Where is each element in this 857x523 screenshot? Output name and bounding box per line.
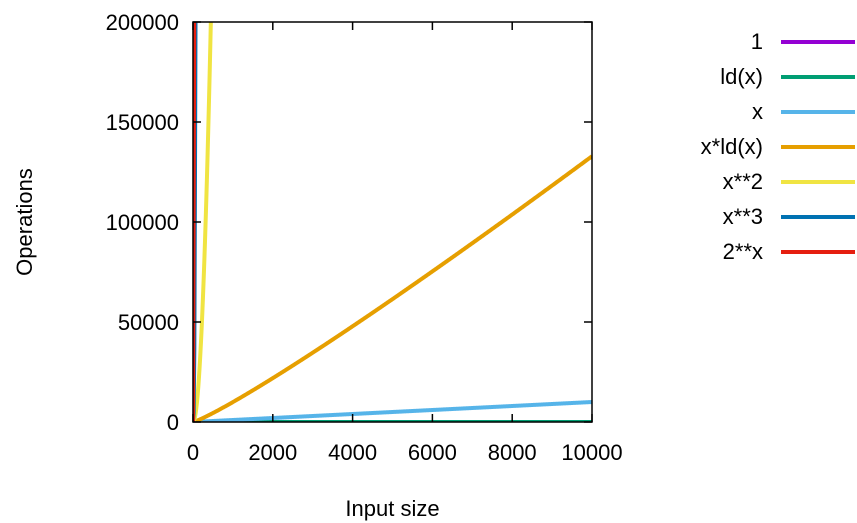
y-axis-title: Operations [12,168,37,276]
x-axis: 0 2000 4000 6000 8000 10000 [187,22,623,465]
x-tick-label: 10000 [561,440,622,465]
x-tick-label: 6000 [408,440,457,465]
legend-item: x [752,99,855,124]
y-tick-label: 50000 [118,310,179,335]
legend-label: x**2 [723,169,763,194]
legend-item: x**2 [723,169,855,194]
legend-label: x**3 [723,204,763,229]
legend-item: x**3 [723,204,855,229]
y-tick-label: 100000 [106,210,179,235]
x-axis-title: Input size [345,496,439,521]
legend-label: ld(x) [720,64,763,89]
legend-label: x*ld(x) [701,134,763,159]
y-tick-label: 150000 [106,110,179,135]
series-line-4 [193,22,213,422]
x-tick-label: 8000 [488,440,537,465]
legend-item: 1 [751,29,855,54]
y-tick-label: 200000 [106,10,179,35]
plot-frame [192,21,593,423]
legend-label: 1 [751,29,763,54]
x-tick-label: 0 [187,440,199,465]
series-line-3 [193,154,592,422]
plot-lines [193,22,592,422]
legend-label: x [752,99,763,124]
legend-item: x*ld(x) [701,134,855,159]
series-line-2 [193,400,592,422]
x-tick-label: 2000 [248,440,297,465]
legend: 1 ld(x) x x*ld(x) x**2 x**3 2**x [701,29,855,264]
legend-item: ld(x) [720,64,855,89]
x-tick-label: 4000 [328,440,377,465]
legend-label: 2**x [723,239,763,264]
y-axis: 0 50000 100000 150000 200000 [106,10,592,435]
y-tick-label: 0 [167,410,179,435]
legend-item: 2**x [723,239,855,264]
